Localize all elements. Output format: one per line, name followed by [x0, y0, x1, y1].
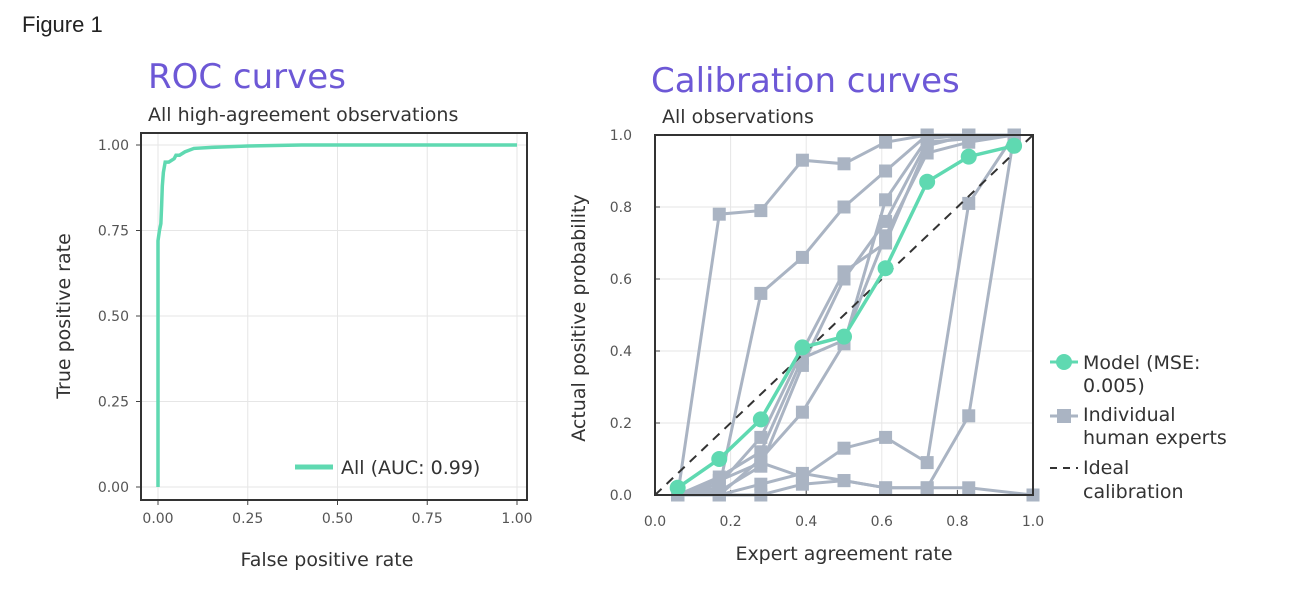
roc-ytick-label: 0.50	[98, 309, 129, 325]
expert-point	[879, 481, 893, 495]
legend-model-marker	[1056, 354, 1072, 370]
expert-point	[962, 135, 976, 149]
expert-point	[920, 135, 934, 149]
model-point	[960, 148, 977, 165]
cal-ylabel: Actual positive probability	[568, 194, 590, 442]
cal-ytick-label: 0.8	[610, 200, 632, 216]
roc-ytick-label: 0.00	[98, 480, 129, 496]
expert-point	[712, 207, 726, 221]
expert-point	[795, 405, 809, 419]
legend-ideal-label-2: calibration	[1083, 481, 1184, 503]
legend-model-label-1: Model (MSE:	[1083, 352, 1200, 374]
roc-xtick-label: 0.75	[412, 511, 443, 527]
cal-ytick-label: 0.6	[610, 272, 632, 288]
cal-xtick-label: 0.2	[719, 514, 741, 530]
cal-xtick-label: 1.0	[1022, 514, 1044, 530]
expert-point	[754, 477, 768, 491]
expert-point	[962, 409, 976, 423]
roc-subtitle: All high-agreement observations	[148, 104, 458, 126]
model-point	[1006, 137, 1023, 154]
roc-curve-all	[156, 143, 517, 487]
expert-point	[837, 157, 851, 171]
roc-xtick-label: 0.50	[322, 511, 353, 527]
expert-point	[962, 481, 976, 495]
expert-point	[837, 441, 851, 455]
model-point	[836, 328, 852, 345]
legend-model-label-2: 0.005)	[1083, 375, 1145, 397]
expert-curve	[677, 133, 1015, 497]
expert-point	[920, 456, 934, 470]
expert-point	[920, 481, 934, 495]
expert-point	[712, 474, 726, 488]
expert-point	[879, 164, 893, 178]
figure-label: Figure 1	[22, 12, 103, 37]
roc-title: ROC curves	[148, 57, 346, 97]
cal-xtick-label: 0.8	[946, 514, 968, 530]
roc-ytick-label: 0.75	[98, 224, 129, 240]
expert-point	[837, 272, 851, 286]
cal-ytick-label: 0.2	[610, 416, 632, 432]
cal-xtick-label: 0.0	[644, 514, 666, 530]
model-point	[669, 479, 686, 496]
roc-xtick-label: 0.25	[232, 511, 263, 527]
expert-point	[879, 135, 893, 149]
cal-ytick-label: 0.4	[610, 344, 632, 360]
model-point	[877, 260, 894, 277]
legend-expert-marker	[1057, 409, 1071, 423]
model-point	[794, 339, 811, 356]
cal-plot-frame	[654, 134, 1034, 496]
expert-point	[795, 466, 809, 480]
calibration-title: Calibration curves	[651, 61, 960, 101]
expert-point	[920, 146, 934, 160]
expert-point	[962, 196, 976, 210]
legend-expert-label-1: Individual	[1083, 404, 1176, 426]
expert-point	[879, 430, 893, 444]
expert-point	[837, 474, 851, 488]
expert-point	[754, 456, 768, 470]
expert-point	[754, 286, 768, 300]
roc-xlabel: False positive rate	[241, 549, 414, 571]
expert-point	[795, 250, 809, 264]
expert-point	[879, 229, 893, 243]
model-point	[919, 173, 936, 190]
roc-ytick-label: 1.00	[98, 138, 129, 154]
calibration-subtitle: All observations	[662, 106, 814, 128]
ideal-calibration-line	[654, 134, 1034, 496]
legend-expert-label-2: human experts	[1083, 427, 1227, 449]
model-point	[711, 451, 728, 467]
roc-ylabel: True positive rate	[53, 233, 75, 400]
expert-point	[837, 200, 851, 214]
legend-ideal-label-1: Ideal	[1083, 457, 1129, 479]
roc-ytick-label: 0.25	[98, 395, 129, 411]
expert-point	[754, 430, 768, 444]
roc-xtick-label: 1.00	[501, 511, 532, 527]
cal-xtick-label: 0.4	[795, 514, 817, 530]
expert-point	[754, 204, 768, 218]
roc-plot-frame	[140, 132, 528, 501]
cal-ytick-label: 1.0	[610, 128, 632, 144]
expert-point	[754, 445, 768, 459]
expert-point	[879, 193, 893, 207]
cal-xlabel: Expert agreement rate	[735, 543, 952, 565]
expert-point	[795, 477, 809, 491]
model-point	[752, 411, 769, 428]
expert-point	[795, 153, 809, 167]
cal-ytick-label: 0.0	[610, 488, 632, 504]
expert-point	[879, 214, 893, 228]
roc-xtick-label: 0.00	[142, 511, 173, 527]
roc-legend-label: All (AUC: 0.99)	[341, 457, 480, 479]
cal-xtick-label: 0.6	[871, 514, 893, 530]
